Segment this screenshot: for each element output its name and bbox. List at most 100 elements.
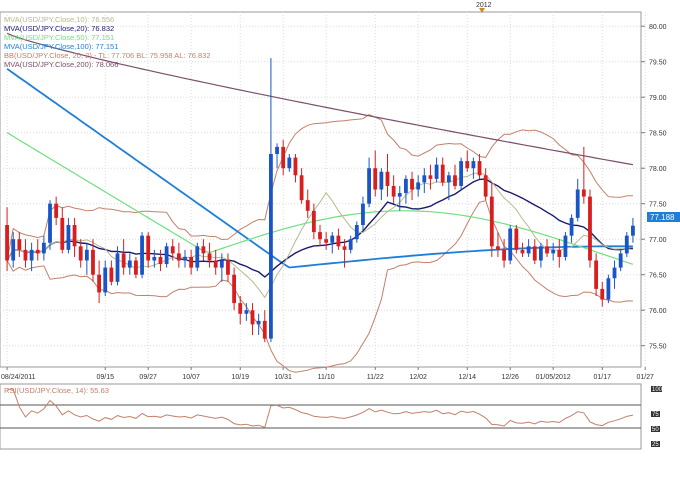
legend-mva10: MVA(USD/JPY.Close,10): 76.556: [4, 15, 114, 24]
candle-body: [256, 320, 261, 325]
price-grid: [0, 25, 641, 347]
price-tick-label: 79.00: [649, 95, 667, 102]
candle-body: [152, 256, 157, 261]
candle-body: [250, 310, 255, 325]
price-tick-label: 76.00: [649, 308, 667, 315]
legend-mva20: MVA(USD/JPY.Close,20): 76.832: [4, 24, 114, 33]
rsi-axis: 100 75 50 25: [651, 386, 663, 448]
candle-body: [146, 235, 151, 261]
candle-body: [563, 235, 568, 257]
candle-body: [526, 246, 531, 254]
legend: MVA(USD/JPY.Close,10): 76.556 MVA(USD/JP…: [4, 15, 211, 69]
candle-body: [244, 310, 249, 314]
price-tick-label: 78.50: [649, 131, 667, 138]
legend-mva50: MVA(USD/JPY.Close,50): 77.151: [4, 33, 114, 42]
candle-body: [428, 175, 433, 179]
date-tick-label: 12/02: [409, 374, 427, 381]
date-tick-label: 10/31: [274, 374, 292, 381]
mva200-line: [6, 32, 633, 166]
candle-body: [342, 246, 347, 250]
candle-body: [207, 253, 212, 261]
candle-body: [41, 242, 46, 254]
candle-body: [176, 253, 181, 261]
candle-body: [465, 161, 470, 169]
date-tick-label: 10/19: [231, 374, 249, 381]
candle-body: [361, 203, 365, 225]
candle-body: [5, 225, 9, 261]
candle-body: [189, 256, 194, 268]
candle-body: [483, 175, 488, 197]
candle-body: [287, 157, 292, 169]
candle-body: [404, 178, 408, 194]
candle-body: [532, 246, 537, 261]
bollinger-upper: [6, 114, 633, 261]
date-tick-label: 11/22: [367, 374, 384, 381]
candle-body: [514, 228, 519, 250]
candle-body: [618, 253, 623, 268]
date-tick-label: 01/27: [636, 374, 654, 381]
candle-body: [311, 210, 316, 233]
candle-body: [336, 235, 341, 247]
rsi-label: RSI(USD/JPY.Close, 14): 55.63: [4, 386, 109, 395]
candle-body: [367, 168, 371, 204]
date-tick-label: 08/24/2011: [1, 374, 36, 381]
candle-body: [551, 249, 556, 254]
candle-body: [631, 225, 635, 236]
candle-body: [78, 246, 83, 261]
candle-body: [624, 235, 629, 254]
candle-body: [91, 249, 95, 275]
rsi-tick-50: 50: [652, 427, 659, 433]
candle-body: [305, 200, 310, 211]
candle-body: [238, 303, 243, 314]
candle-body: [422, 175, 427, 183]
candle-body: [158, 256, 163, 265]
date-tick-label: 01/05/2012: [536, 374, 571, 381]
candle-body: [520, 249, 525, 254]
candle-body: [134, 260, 138, 275]
last-price-box: [647, 212, 680, 222]
date-axis: 08/24/2011 09/15 09/27 10/07 10/19 10/31 11/10…: [1, 367, 654, 381]
mva10-line: [6, 172, 633, 299]
candle-body: [11, 239, 16, 261]
candle-body: [103, 267, 108, 293]
mva50-line: [6, 132, 634, 265]
rsi-tick-25: 25: [652, 442, 659, 448]
last-price-label: 77.188: [650, 213, 675, 222]
date-tick-label: 10/07: [182, 374, 200, 381]
legend-mva200: MVA(USD/JPY.Close,200): 78.066: [4, 60, 118, 69]
candle-body: [600, 288, 605, 300]
year-marker-arrow: [479, 8, 485, 13]
candle-body: [195, 246, 200, 268]
candle-body: [97, 274, 102, 293]
candle-body: [459, 161, 464, 186]
price-tick-label: 75.50: [649, 344, 667, 351]
candle-body: [226, 260, 230, 275]
candle-body: [330, 235, 335, 243]
candle-body: [557, 249, 562, 257]
candle-body: [508, 228, 513, 261]
rsi-tick-100-bg: [651, 386, 662, 392]
candle-body: [594, 260, 599, 289]
candle-body: [354, 225, 359, 240]
legend-bollinger: BB(USD/JPY.Close, 20, 2) - TL: 77.706 BL…: [4, 51, 211, 60]
price-tick-label: 77.00: [649, 237, 667, 244]
candle-body: [410, 178, 414, 190]
candle-body: [569, 217, 574, 236]
candle-body: [232, 274, 236, 304]
rsi-tick-75-bg: [651, 411, 660, 417]
candle-body: [35, 249, 40, 254]
candles: [5, 58, 635, 343]
candle-body: [379, 171, 384, 190]
candle-body: [48, 203, 52, 243]
candle-body: [440, 164, 445, 183]
date-tick-label: 01/17: [593, 374, 611, 381]
rsi-panel[interactable]: [0, 383, 642, 450]
rsi-tick-100: 100: [652, 387, 663, 393]
candle-body: [281, 146, 286, 169]
rsi-line: [7, 388, 634, 429]
candle-body: [60, 217, 65, 250]
rsi-tick-75: 75: [652, 412, 659, 418]
price-panel[interactable]: [0, 11, 642, 368]
candle-body: [348, 239, 353, 250]
candle-body: [434, 164, 439, 179]
